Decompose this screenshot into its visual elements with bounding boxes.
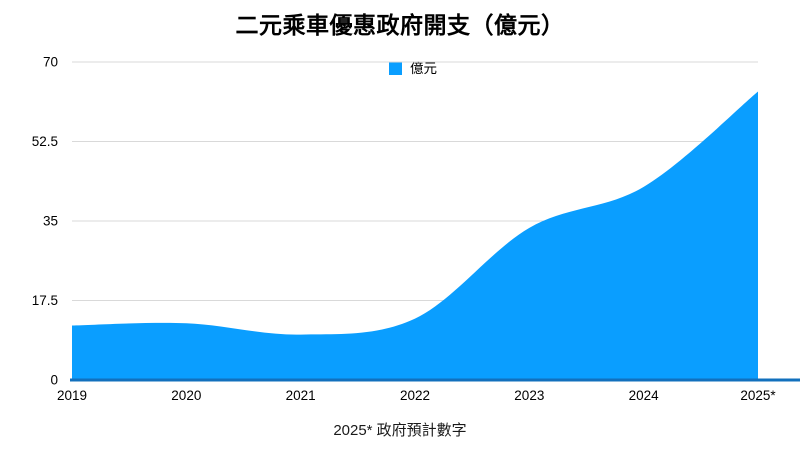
legend-swatch-icon (389, 62, 402, 75)
legend-label: 億元 (410, 61, 437, 76)
area-series (72, 91, 758, 381)
x-axis-tick-label: 2022 (400, 388, 430, 403)
x-axis-tick-label: 2024 (629, 388, 660, 403)
y-axis-tick-label: 52.5 (32, 134, 58, 149)
x-axis-tick-label: 2019 (57, 388, 87, 403)
x-axis-tick-label: 2020 (171, 388, 201, 403)
x-axis-tick-label: 2025* (740, 388, 776, 403)
y-axis-tick-label: 70 (43, 55, 58, 70)
footnote: 2025* 政府預計數字 (333, 422, 467, 439)
y-axis-tick-label: 35 (43, 214, 58, 229)
legend: 億元 (389, 62, 437, 75)
x-axis-tick-label: 2023 (514, 388, 544, 403)
chart-title: 二元乘車優惠政府開支（億元） (235, 12, 565, 38)
y-axis-tick-label: 0 (50, 373, 58, 388)
y-axis-tick-label: 17.5 (32, 293, 58, 308)
x-axis-tick-label: 2021 (286, 388, 316, 403)
